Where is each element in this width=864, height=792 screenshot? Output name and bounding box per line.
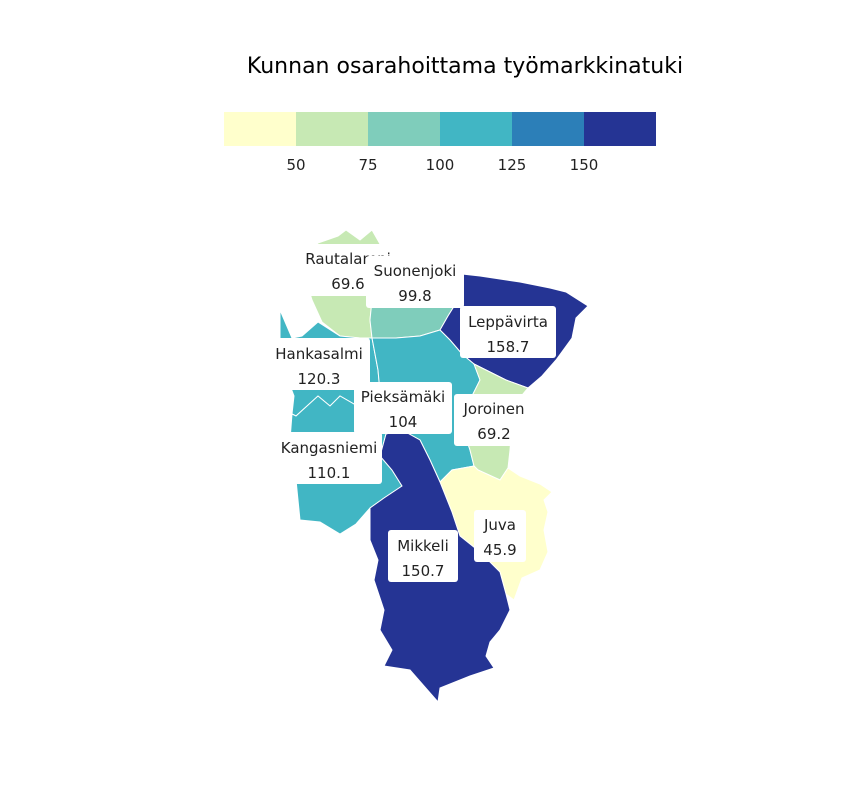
label-leppavirta: Leppävirta 158.7 <box>460 306 556 358</box>
label-value: 45.9 <box>483 541 516 559</box>
labels: Rautalampi 69.6 Suonenjoki 99.8 Leppävir… <box>268 244 556 582</box>
label-hankasalmi: Hankasalmi 120.3 <box>268 338 370 390</box>
label-name: Kangasniemi <box>281 439 377 457</box>
label-box <box>460 306 556 358</box>
label-box <box>268 338 370 390</box>
legend-swatch <box>224 112 296 146</box>
label-value: 69.2 <box>477 425 510 443</box>
legend-tick: 75 <box>358 156 377 174</box>
label-box <box>276 432 382 484</box>
legend-swatch <box>584 112 656 146</box>
label-value: 150.7 <box>402 562 445 580</box>
legend-tick: 100 <box>426 156 455 174</box>
legend-swatch <box>440 112 512 146</box>
label-pieksamaki: Pieksämäki 104 <box>354 382 452 434</box>
label-box <box>354 382 452 434</box>
legend-swatch <box>512 112 584 146</box>
legend-swatch <box>368 112 440 146</box>
label-value: 69.6 <box>331 275 364 293</box>
label-joroinen: Joroinen 69.2 <box>454 394 536 446</box>
label-value: 158.7 <box>487 338 530 356</box>
legend-tick: 125 <box>498 156 527 174</box>
label-juva: Juva 45.9 <box>474 510 526 562</box>
label-mikkeli: Mikkeli 150.7 <box>388 530 458 582</box>
label-box <box>388 530 458 582</box>
label-kangasniemi: Kangasniemi 110.1 <box>276 432 382 484</box>
label-name: Joroinen <box>462 400 524 418</box>
legend: 50 75 100 125 150 <box>224 112 656 174</box>
label-name: Suonenjoki <box>374 262 457 280</box>
label-name: Leppävirta <box>468 313 548 331</box>
label-box <box>454 394 536 446</box>
label-value: 104 <box>389 413 418 431</box>
label-name: Juva <box>483 516 516 534</box>
label-name: Hankasalmi <box>275 345 363 363</box>
legend-tick: 150 <box>570 156 599 174</box>
label-suonenjoki: Suonenjoki 99.8 <box>366 256 464 308</box>
label-name: Pieksämäki <box>361 388 445 406</box>
label-value: 120.3 <box>298 370 341 388</box>
label-box <box>474 510 526 562</box>
label-name: Mikkeli <box>397 537 449 555</box>
label-box <box>366 256 464 308</box>
legend-tick: 50 <box>286 156 305 174</box>
label-value: 99.8 <box>398 287 431 305</box>
legend-swatch <box>296 112 368 146</box>
map-title: Kunnan osarahoittama työmarkkinatuki <box>246 54 684 79</box>
label-value: 110.1 <box>308 464 351 482</box>
